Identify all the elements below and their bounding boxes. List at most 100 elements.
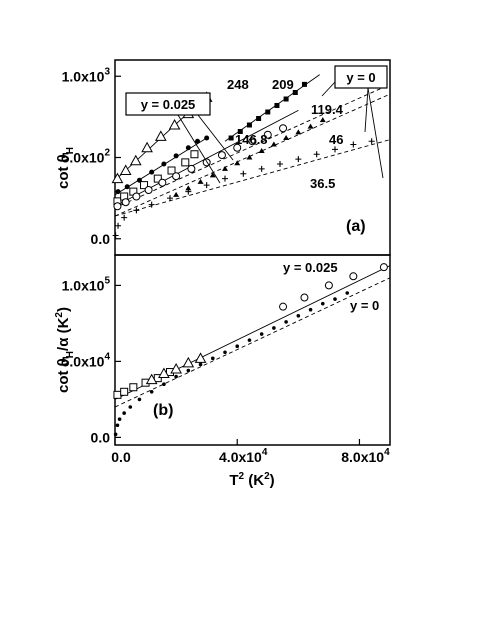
panel-a-series-6-point-15 xyxy=(350,141,357,148)
annotation-46: 46 xyxy=(329,132,343,147)
panel-b-tag: (b) xyxy=(153,402,173,419)
annotation-36-5: 36.5 xyxy=(310,176,335,191)
panel-b-series-2-point-0 xyxy=(279,302,288,311)
panel-a-series-5-point-8 xyxy=(270,141,277,147)
panel-b-series-3-point-2 xyxy=(117,417,122,421)
panel-b-ytick-label-0: 0.0 xyxy=(91,429,111,445)
panel-b-xtick-label-0: 0.0 xyxy=(111,449,131,465)
panel-a-series-1-point-4 xyxy=(265,109,271,115)
panel-a-series-2-point-3 xyxy=(149,169,155,175)
panel-b-series-0-point-1 xyxy=(120,387,129,396)
panel-a-series-5-point-4 xyxy=(222,165,228,171)
panel-a-series-5-point-5 xyxy=(234,160,241,166)
panel-a-series-3-point-4 xyxy=(153,174,162,183)
box-left-label: y = 0.025 xyxy=(141,97,196,112)
panel-b-series-0-point-4 xyxy=(153,374,162,383)
panel-b-series-3-point-13 xyxy=(235,344,240,349)
panel-a-series-6-point-9 xyxy=(240,170,247,177)
panel-a-series-1-point-3 xyxy=(256,116,262,121)
panel-b-series-1-point-1 xyxy=(158,367,170,379)
panel-a-series-2-point-4 xyxy=(161,161,167,167)
panel-a-series-6-point-10 xyxy=(258,165,265,172)
panel-a-series-3-point-6 xyxy=(181,158,190,167)
panel-a-fit-4 xyxy=(114,83,391,209)
panel-a-series-4-point-6 xyxy=(187,164,196,173)
annotation-119-4: 119.4 xyxy=(311,102,344,117)
panel-a-series-6-point-13 xyxy=(313,151,320,158)
panel-b-fit-line-1 xyxy=(114,277,391,408)
panel-a-series-6-point-4 xyxy=(148,201,155,208)
panel-b-xtick-label-2: 8.0x104 xyxy=(341,447,390,465)
panel-b-series-3-point-6 xyxy=(149,390,154,394)
panel-a-ylabel: cot θH xyxy=(55,147,76,189)
panel-a-series-0-point-3 xyxy=(141,141,153,153)
panel-a-fit-3 xyxy=(114,109,299,207)
panel-b-ylabel: cot θH/α (K2) xyxy=(54,307,76,393)
panel-a-fit-5 xyxy=(114,93,391,217)
panel-b-series-0-point-2 xyxy=(129,383,138,392)
panel-a-plot: 0.0 5.0x102 1.0x103 xyxy=(62,66,391,247)
panel-b-series-3-point-14 xyxy=(247,338,252,342)
panel-a-series-2-point-0 xyxy=(115,189,121,195)
panel-a-series-3-point-7 xyxy=(190,150,199,159)
panel-a-ytick-label-1: 5.0x102 xyxy=(62,148,111,166)
panel-a-series-2-point-8 xyxy=(204,135,210,141)
panel-a-series-4-point-2 xyxy=(132,192,141,201)
panel-b-series-3-point-19 xyxy=(308,307,313,312)
panel-a-series-4-point-10 xyxy=(248,137,257,146)
panel-a-series-6-point-1 xyxy=(115,222,122,229)
pointer-right-3 xyxy=(367,87,384,179)
panel-a-series-5-point-10 xyxy=(295,129,302,135)
panel-a-ylabel-main: cot θ xyxy=(55,154,72,189)
panel-a-series-6-point-5 xyxy=(167,195,173,202)
panel-b-series-3-point-9 xyxy=(186,368,191,373)
panel-a-series-1-point-1 xyxy=(237,129,243,134)
panel-a-series-0-point-0 xyxy=(111,172,124,184)
panel-b-series-3-point-0 xyxy=(113,432,118,437)
panel-a-series-6-point-12 xyxy=(295,156,302,163)
panel-b-series-1-point-0 xyxy=(145,373,158,385)
annotation-b-y0: y = 0 xyxy=(350,298,379,313)
panel-a-series-3-point-5 xyxy=(167,166,176,175)
panel-b-series-0-point-0 xyxy=(113,390,122,399)
panel-b-series-3-point-20 xyxy=(320,301,325,306)
panel-a-series-3-point-3 xyxy=(140,181,149,190)
panel-a-series-1-point-0 xyxy=(228,135,234,141)
box-right-frame xyxy=(334,65,388,89)
panel-a-series-1-point-2 xyxy=(246,122,252,128)
panel-b-series-2-point-2 xyxy=(324,281,333,290)
panel-a-series-6-point-0 xyxy=(112,232,119,239)
panel-a-series-5-point-3 xyxy=(209,172,216,178)
panel-b-xtick-label-1: 4.0x104 xyxy=(219,447,268,465)
panel-b-series-1-point-3 xyxy=(182,356,195,368)
panel-a-series-0-point-1 xyxy=(119,164,132,175)
panel-a-series-6-point-8 xyxy=(222,175,228,182)
panel-b-series-2-point-1 xyxy=(300,293,309,302)
panel-a-tag: (a) xyxy=(346,218,366,235)
pointer-left-1 xyxy=(177,114,221,184)
panel-a-series-4-point-3 xyxy=(144,186,153,194)
panel-b-series-3-point-18 xyxy=(296,314,301,318)
panel-b-series-3-point-22 xyxy=(345,291,350,295)
panel-a-series-1-point-6 xyxy=(283,96,289,102)
panel-a-series-0-point-2 xyxy=(129,154,142,166)
panel-a-series-4-point-5 xyxy=(172,172,181,181)
panel-a-series-6-point-6 xyxy=(185,188,192,195)
panel-a-fit-2 xyxy=(114,137,207,196)
panel-a-series-5-point-11 xyxy=(307,123,314,129)
panel-b-series-1-point-4 xyxy=(194,352,207,363)
panel-a-series-6-point-3 xyxy=(133,207,140,214)
annotation-209: 209 xyxy=(272,77,294,92)
panel-a-series-5-point-7 xyxy=(258,148,265,153)
panel-a-series-5-point-12 xyxy=(319,117,326,123)
panel-b-series-3-point-3 xyxy=(122,411,126,415)
panel-a-series-4-point-12 xyxy=(279,124,288,133)
panel-a-series-5-point-9 xyxy=(283,135,290,140)
pointer-left-2 xyxy=(197,114,234,161)
panel-a-ytick-label-0: 0.0 xyxy=(91,231,111,247)
panel-b-series-3-point-8 xyxy=(174,374,178,379)
panel-b-series-3-point-10 xyxy=(198,362,203,367)
panel-a-series-0-point-4 xyxy=(154,130,167,141)
panel-a-series-4-point-11 xyxy=(263,130,272,139)
